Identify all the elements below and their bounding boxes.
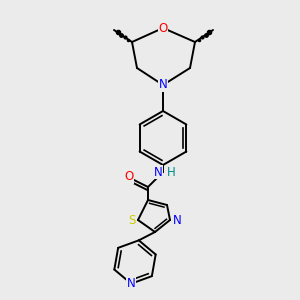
Text: N: N <box>159 79 167 92</box>
Text: N: N <box>127 277 136 290</box>
Text: S: S <box>128 214 136 226</box>
Text: H: H <box>167 166 176 178</box>
Text: O: O <box>124 170 134 184</box>
Text: N: N <box>154 166 162 178</box>
Text: O: O <box>158 22 168 34</box>
Text: N: N <box>172 214 182 226</box>
